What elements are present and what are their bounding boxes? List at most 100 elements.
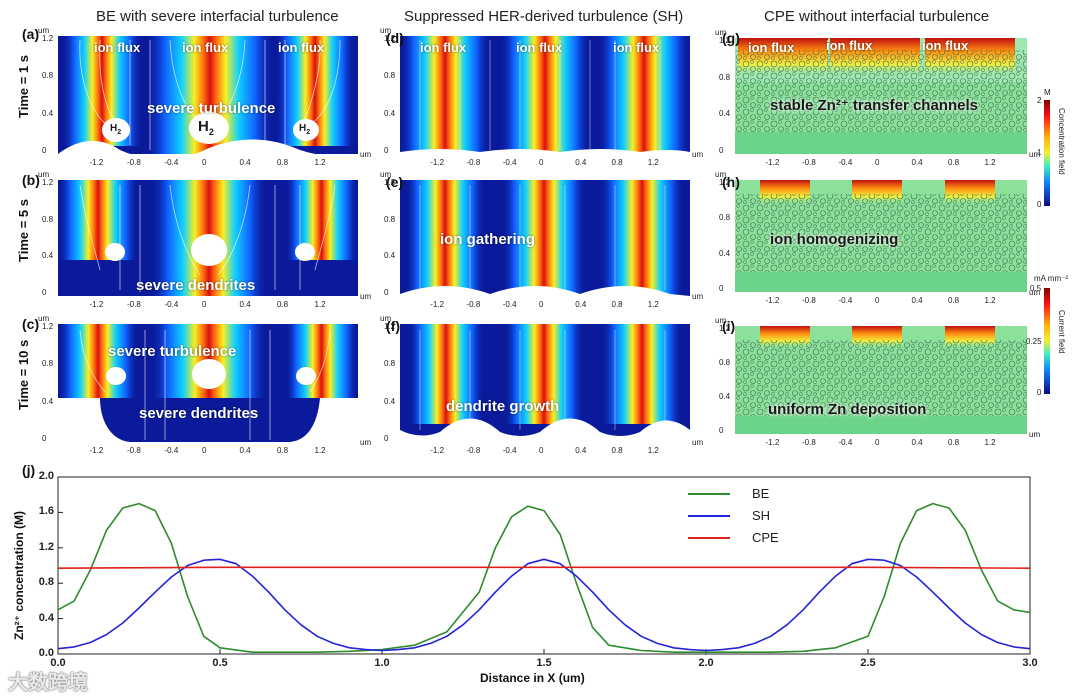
panel-b-xtick: 0.8 <box>277 300 289 309</box>
x-tick-label: 2.0 <box>698 657 714 669</box>
panel-b-ytick: 0 <box>42 288 47 297</box>
annotation-ion-flux-g1: ion flux <box>748 40 795 55</box>
panel-letter-d: (d) <box>386 30 404 46</box>
annotation-ion-flux-d2: ion flux <box>516 40 563 55</box>
y-axis-label: Zn²⁺ concentration (M) <box>12 511 26 640</box>
panel-c-xtick: -0.8 <box>127 446 141 455</box>
panel-e-xunit: um <box>692 292 704 301</box>
panel-a-ytick: 0 <box>42 146 47 155</box>
panel-a-xtick: 0.4 <box>239 158 251 167</box>
line-chart <box>57 476 1031 655</box>
annotation-h2-left: H2 <box>110 123 122 136</box>
panel-c-xtick: -0.4 <box>164 446 179 455</box>
panel-g-xunit: um <box>1029 150 1041 159</box>
colorbar-concentration-tick-max: 2 <box>1037 96 1042 105</box>
x-tick-label: 1.5 <box>536 657 552 669</box>
panel-e-ytick: 1.2 <box>384 178 396 187</box>
panel-a-ytick: 1.2 <box>42 34 54 43</box>
panel-letter-a: (a) <box>22 26 40 42</box>
panel-f-xtick: 1.2 <box>647 446 659 455</box>
panel-b-xtick: -1.2 <box>89 300 104 309</box>
panel-b-xtick: 0.4 <box>239 300 251 309</box>
panel-h-ytick: 0 <box>719 284 724 293</box>
panel-letter-j: (j) <box>22 462 36 478</box>
panel-c-xtick: -1.2 <box>89 446 104 455</box>
annotation-ion-flux-d3: ion flux <box>613 40 660 55</box>
panel-g-ytick: 0.8 <box>719 72 731 82</box>
panel-e-ytick: 0.8 <box>384 214 396 224</box>
annotation-severe-turbulence-a: severe turbulence <box>147 100 276 117</box>
panel-g <box>735 38 1027 154</box>
panel-b-ytick: 0.8 <box>42 214 54 224</box>
panel-b-xtick: -0.4 <box>164 300 179 309</box>
panel-d-yunit: um <box>380 26 392 35</box>
panel-g-xtick: 0.8 <box>948 158 960 167</box>
panel-d-ytick: 0 <box>384 146 389 155</box>
panel-f-xtick: 0.4 <box>575 446 587 455</box>
annotation-h2-right: H2 <box>299 123 311 136</box>
panel-a-xunit: um <box>360 150 372 159</box>
panel-f-xtick: -0.4 <box>502 446 517 455</box>
column-title-sh: Suppressed HER-derived turbulence (SH) <box>404 8 684 25</box>
panel-i-xtick: 0.8 <box>948 438 960 447</box>
panel-g-xtick: -0.4 <box>838 158 853 167</box>
panel-d-xtick: -0.8 <box>466 158 481 167</box>
panel-c-xunit: um <box>360 438 372 447</box>
panel-a-xtick: 0 <box>202 158 207 167</box>
panel-i-xtick: -1.2 <box>765 438 780 447</box>
panel-letter-f: (f) <box>386 318 400 334</box>
panel-e-xtick: -1.2 <box>430 300 445 309</box>
annotation-ion-flux-g3: ion flux <box>922 38 969 53</box>
annotation-ion-flux-a2: ion flux <box>182 40 229 55</box>
panel-f-yunit: um <box>380 314 392 323</box>
panel-e-xtick: 0.4 <box>575 300 587 309</box>
colorbar-concentration <box>1044 100 1050 206</box>
panel-letter-g: (g) <box>722 30 740 46</box>
colorbar-current <box>1044 288 1050 394</box>
annotation-uniform-deposition: uniform Zn deposition <box>768 401 927 418</box>
panel-i-yunit: um <box>715 316 727 325</box>
panel-e-xtick: 1.2 <box>647 300 659 309</box>
panel-i-ytick: 0.4 <box>719 392 731 401</box>
panel-c-ytick: 0.8 <box>42 359 54 369</box>
panel-b-xtick: 0 <box>202 300 207 309</box>
annotation-stable-channels: stable Zn²⁺ transfer channels <box>770 97 978 114</box>
panel-h-xunit: um <box>1029 288 1041 297</box>
x-tick-label: 3.0 <box>1022 657 1038 669</box>
panel-b-xtick: 1.2 <box>314 300 326 309</box>
panel-g-xtick: 0 <box>875 158 880 167</box>
annotation-severe-dendrites-c: severe dendrites <box>139 405 259 422</box>
panel-f-ytick: 1.2 <box>384 322 396 331</box>
panel-f-xtick: 0 <box>539 446 544 455</box>
panel-g-xtick: -1.2 <box>765 158 780 167</box>
panel-c-xtick: 0.8 <box>277 446 289 455</box>
panel-g-ytick: 0.4 <box>719 109 731 119</box>
annotation-h2-center: H2 <box>198 118 214 137</box>
panel-h-yunit: um <box>715 170 727 179</box>
colorbar-current-tick-mid: 0.25 <box>1026 337 1042 346</box>
panel-d-xtick: -1.2 <box>430 158 445 167</box>
panel-a-xtick: 1.2 <box>314 158 326 167</box>
colorbar-current-tick-min: 0 <box>1037 388 1042 397</box>
colorbar-concentration-unit: M <box>1044 88 1051 97</box>
panel-d-xtick: 1.2 <box>647 158 659 167</box>
panel-d-ytick: 0.4 <box>384 108 396 118</box>
panel-g-xtick: 1.2 <box>984 158 996 167</box>
panel-i-xtick: 0 <box>875 438 880 447</box>
panel-g-ytick: 1.2 <box>719 36 731 45</box>
watermark: 大数跨境 <box>8 672 88 694</box>
panel-a-xtick: -0.4 <box>164 158 179 167</box>
colorbar-concentration-tick-min: 0 <box>1037 200 1042 209</box>
series-line-sh <box>57 558 1031 652</box>
panel-h-xtick: -0.4 <box>838 296 853 305</box>
panel-e-xtick: -0.8 <box>466 300 481 309</box>
panel-d-xtick: 0.4 <box>575 158 587 167</box>
panel-a-yunit: um <box>38 26 50 35</box>
annotation-ion-homogenizing: ion homogenizing <box>770 231 899 248</box>
annotation-ion-gathering: ion gathering <box>440 231 535 248</box>
panel-a-xtick: 0.8 <box>277 158 289 167</box>
panel-h <box>735 180 1027 292</box>
panel-h-xtick: -1.2 <box>765 296 780 305</box>
panel-letter-e: (e) <box>386 174 404 190</box>
